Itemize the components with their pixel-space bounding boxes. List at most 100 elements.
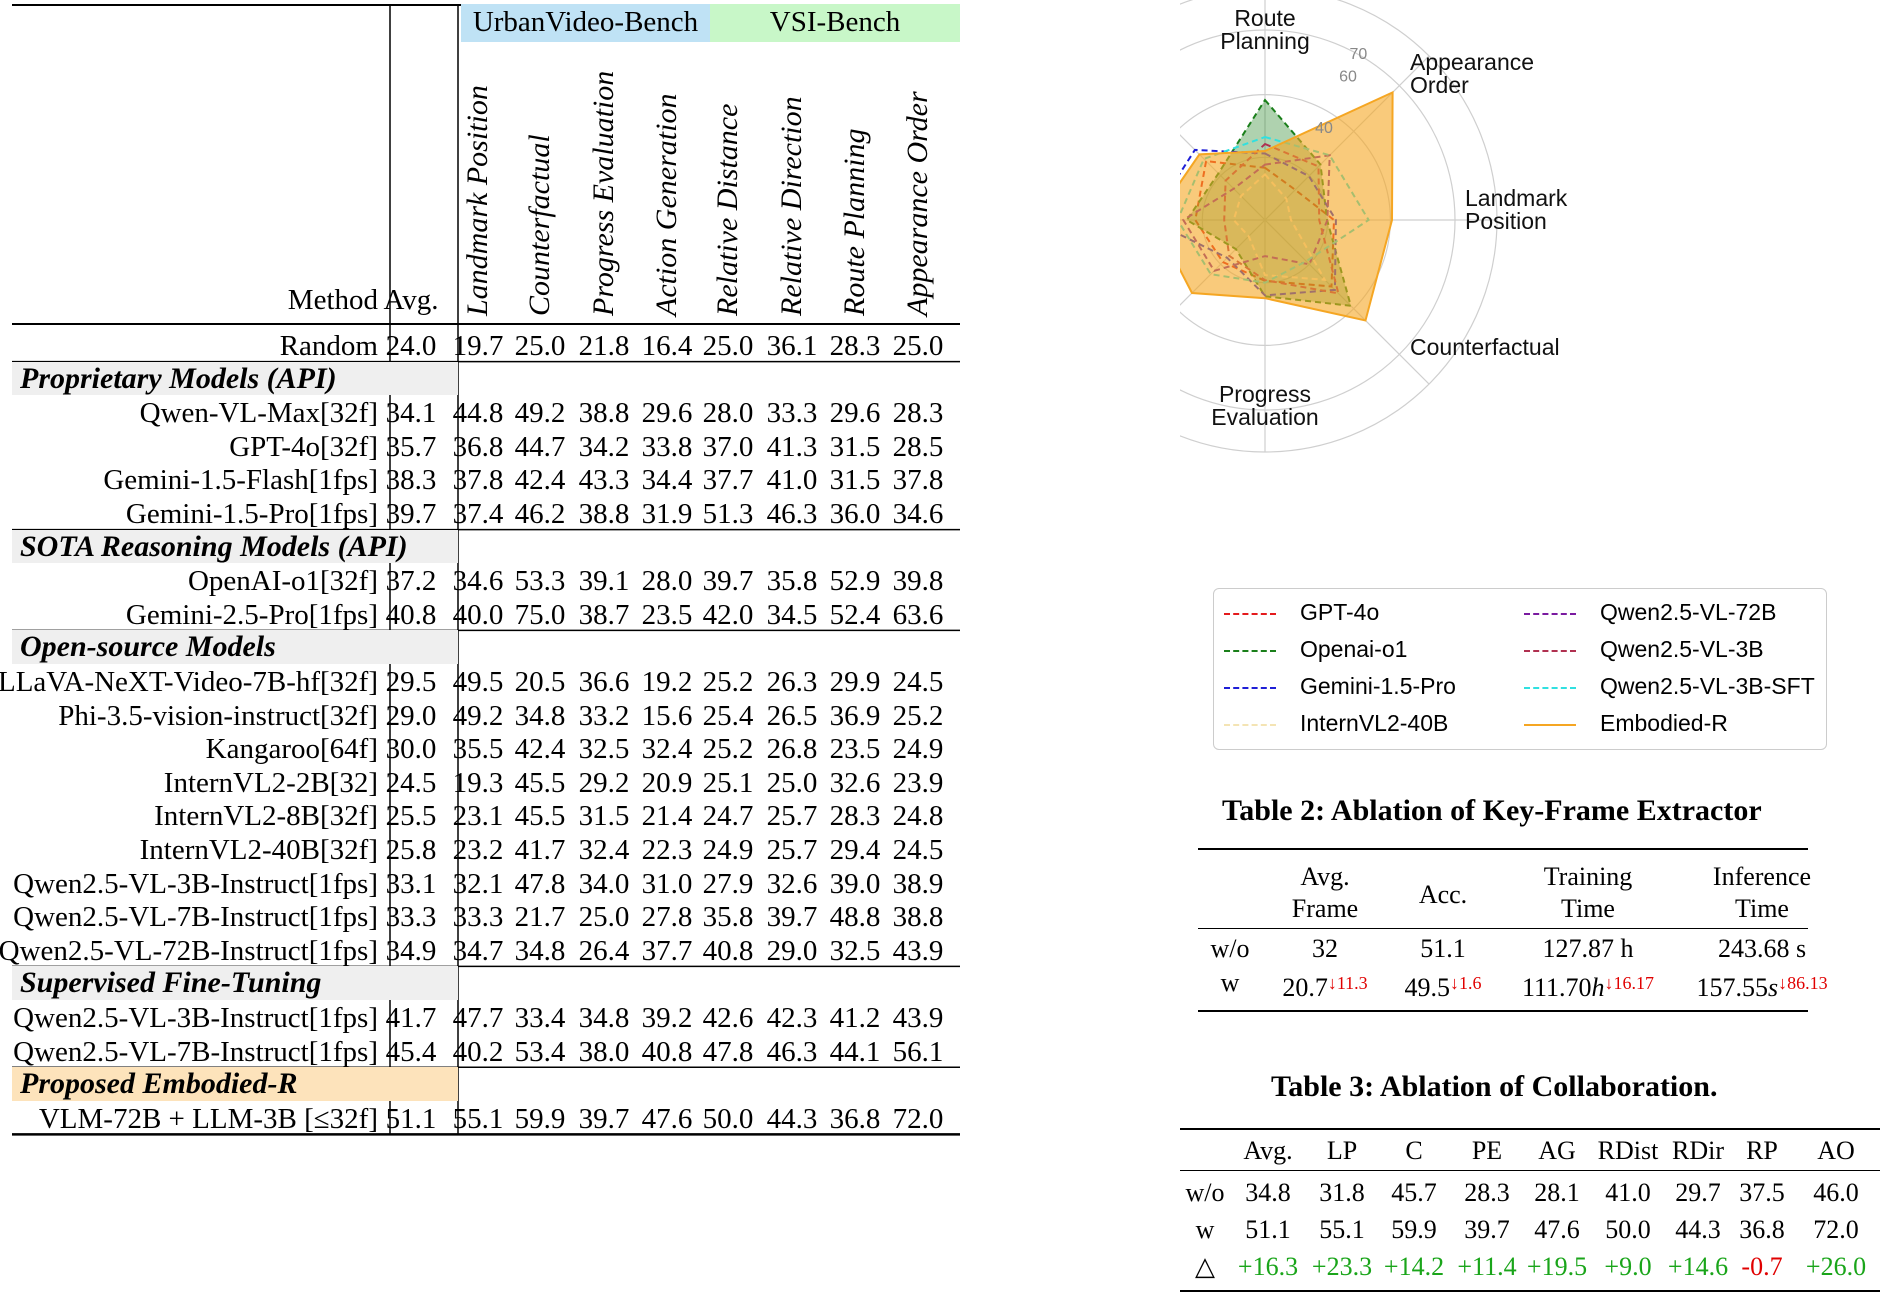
table3-cell: 55.1: [1319, 1215, 1365, 1244]
table-row-value: 37.0: [702, 430, 754, 463]
table2-value: 127.87 h: [1542, 934, 1634, 963]
table-row-value: 72.0: [892, 1102, 944, 1135]
table-row-value: 26.4: [578, 934, 630, 967]
table3-header: LP: [1326, 1136, 1358, 1165]
table-row-value: 20.9: [641, 766, 693, 799]
table-row-name: Gemini-1.5-Flash[1fps]: [103, 464, 378, 497]
section-title: Open-source Models: [20, 630, 276, 664]
table-row-value: 37.7: [641, 934, 693, 967]
table-row-value: 34.6: [892, 498, 944, 530]
table3-cell: 31.8: [1319, 1178, 1365, 1207]
radar-axis-label: Landmark: [1465, 185, 1568, 211]
table-row-name: Kangaroo[64f]: [205, 733, 378, 766]
table-row-value: 20.5: [514, 666, 566, 698]
table-row-value: 34.5: [766, 598, 818, 631]
table2-top-rule: [1198, 848, 1808, 850]
radar-axis-label: Progress: [1219, 381, 1311, 407]
legend-label: Embodied-R: [1600, 710, 1728, 736]
table3-cell: 47.6: [1534, 1215, 1580, 1244]
table3-cell: 28.3: [1464, 1178, 1510, 1207]
legend-item: Gemini-1.5-Pro: [1224, 670, 1456, 702]
table-row-value: 23.5: [829, 733, 881, 766]
radar-tick-label: 70: [1350, 46, 1368, 63]
table-row-value: 38.8: [578, 498, 630, 530]
table-row-value: 42.0: [702, 598, 754, 631]
table-row-value: 28.0: [702, 397, 754, 430]
table-row-value: 41.3: [766, 430, 818, 463]
table2-value: 243.68 s: [1717, 934, 1807, 963]
table-row-value: 37.4: [452, 498, 504, 530]
table-row-value: 33.2: [578, 699, 630, 732]
table-row-value: 28.0: [641, 565, 693, 598]
legend-label: Qwen2.5-VL-3B-SFT: [1600, 673, 1815, 699]
table3-cell: 59.9: [1391, 1215, 1437, 1244]
table-row-value: 38.7: [578, 598, 630, 631]
section-band-right: [392, 361, 458, 396]
table-row-name: InternVL2-2B[32]: [163, 766, 378, 799]
random-row-avg: 24.0: [385, 330, 437, 362]
section-band-right: [392, 966, 458, 1000]
table-row-avg: 24.5: [385, 766, 437, 799]
table-row-value: 15.6: [641, 699, 693, 732]
table2-unit: s: [1767, 973, 1779, 1002]
table-row-name: Gemini-1.5-Pro[1fps]: [125, 498, 378, 530]
table-row-value: 35.8: [702, 901, 754, 934]
table-row-avg: 25.5: [385, 800, 437, 833]
table-row-value: 23.5: [641, 598, 693, 631]
table2-bottom-rule: [1198, 1010, 1808, 1012]
table-row-name: Qwen-VL-Max[32f]: [139, 397, 378, 430]
table-row-value: 32.6: [766, 867, 818, 900]
section-band: [12, 361, 458, 396]
table2-cell: 51.1: [1353, 932, 1533, 966]
table-row-value: 46.3: [766, 1035, 818, 1068]
table-row-name: OpenAI-o1[32f]: [187, 565, 378, 598]
table3-cell: +23.3: [1311, 1252, 1373, 1281]
table-row-name: Qwen2.5-VL-7B-Instruct[1fps]: [13, 1035, 378, 1068]
table3-mid-rule: [1180, 1170, 1880, 1171]
legend-swatch: [1524, 612, 1576, 615]
legend-swatch: [1224, 723, 1276, 726]
legend-label: Qwen2.5-VL-72B: [1600, 599, 1777, 625]
table-row-value: 40.2: [452, 1035, 504, 1068]
legend-swatch: [1524, 649, 1576, 652]
table-row-value: 34.8: [514, 699, 566, 732]
table-row-value: 45.5: [514, 800, 566, 833]
table-row-value: 37.8: [892, 464, 944, 497]
table2-cell: 20.7↓11.3: [1235, 966, 1415, 1005]
table3-cell: +19.5: [1526, 1252, 1588, 1281]
table2-row-label: w: [1220, 968, 1240, 997]
table-row-value: 31.5: [829, 430, 881, 463]
table-row-value: 52.9: [829, 565, 881, 598]
table-row-value: 36.8: [452, 430, 504, 463]
legend-item: Openai-o1: [1224, 633, 1407, 665]
table-row-value: 29.6: [641, 397, 693, 430]
table-row-value: 47.6: [641, 1102, 693, 1135]
table-row-value: 19.3: [452, 766, 504, 799]
table2-cell: 111.70h↓16.17: [1498, 966, 1678, 1005]
table-row-value: 29.0: [766, 934, 818, 967]
table-row-value: 28.3: [892, 397, 944, 430]
table-row-avg: 40.8: [385, 598, 437, 631]
table-row-value: 25.2: [702, 666, 754, 698]
table-row-value: 46.2: [514, 498, 566, 530]
table2-value: 111.70: [1521, 973, 1592, 1002]
table-row-value: 29.6: [829, 397, 881, 430]
table-row-value: 53.3: [514, 565, 566, 598]
table3-row-label: △: [1195, 1252, 1215, 1281]
table-row-value: 25.0: [766, 766, 818, 799]
table3-cell: 29.7: [1675, 1178, 1721, 1207]
legend-item: Qwen2.5-VL-72B: [1524, 596, 1776, 628]
table3-cell: +14.2: [1383, 1252, 1445, 1281]
table3-header: PE: [1471, 1136, 1503, 1165]
legend-swatch: [1224, 612, 1276, 615]
radar-axis-label: Order: [1410, 72, 1469, 98]
table-row-value: 63.6: [892, 598, 944, 631]
table-row-value: 38.8: [892, 901, 944, 934]
legend-label: Gemini-1.5-Pro: [1300, 673, 1456, 699]
table2-header: Time: [1561, 894, 1615, 923]
table3-cell: 41.0: [1605, 1178, 1651, 1207]
legend-swatch: [1524, 686, 1576, 689]
table-row-value: 23.2: [452, 834, 504, 866]
radar-axis-label: Route: [1234, 5, 1295, 31]
